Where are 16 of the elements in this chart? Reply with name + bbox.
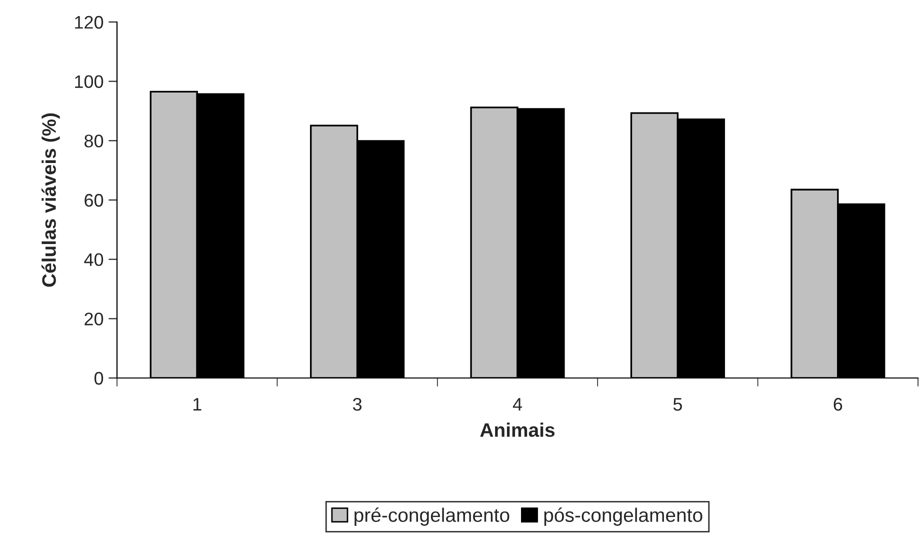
x-tick-label: 3: [352, 398, 362, 411]
x-tick-label: 1: [193, 398, 202, 411]
y-tick-label: 20: [84, 312, 104, 326]
legend-label: pós-congelamento: [544, 507, 702, 526]
x-tick-label: 4: [512, 398, 522, 411]
x-tick-label: 5: [673, 398, 682, 411]
y-tick-label: 0: [94, 372, 104, 385]
y-tick-label: 80: [84, 134, 104, 148]
y-tick-label: 100: [75, 75, 104, 88]
y-tick-label: 120: [75, 16, 104, 29]
y-tick-label: 60: [84, 194, 104, 207]
x-axis-title: Animais: [480, 422, 555, 437]
y-axis-title: Células viáveis (%): [42, 113, 60, 287]
legend-label: pré-congelamento: [354, 507, 510, 526]
x-tick-label: 6: [834, 398, 842, 411]
y-tick-label: 40: [84, 253, 104, 266]
